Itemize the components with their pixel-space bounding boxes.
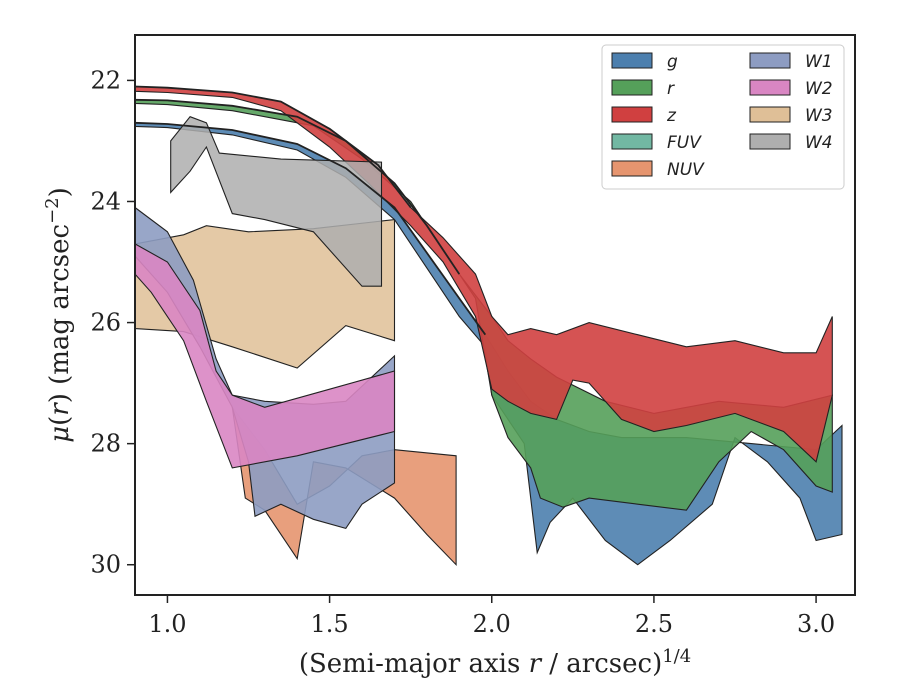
x-tick-label: 1.5 [311,610,349,638]
legend-swatch-r [611,79,653,96]
plot-frame [134,34,856,596]
legend-label-w4: W4 [805,133,833,153]
profile-line-z [135,85,412,209]
legend-label-nuv: NUV [667,160,705,180]
x-tick-label: 2.5 [635,610,673,638]
profile-line-r [135,98,461,275]
y-tick-label: 28 [90,430,121,458]
legend-swatch-nuv [611,160,653,177]
legend-swatch-w3 [749,106,791,123]
legend-swatch-w4 [749,133,791,150]
legend-swatch-fuv [611,133,653,150]
band-w2 [135,243,396,469]
legend-label-r: r [667,79,675,99]
band-w4 [170,116,383,287]
y-tick-label: 24 [90,187,121,215]
x-tick-label: 1.0 [148,610,186,638]
x-tick-label: 2.0 [473,610,511,638]
band-layer [135,85,843,567]
legend-label-w3: W3 [805,106,833,126]
legend-swatch-z [611,106,653,123]
x-axis-label: (Semi-major axis r / arcsec)1/4 [299,646,691,679]
x-tick-label: 3.0 [797,610,835,638]
legend-label-w2: W2 [805,79,833,99]
y-tick-label: 22 [90,66,121,94]
y-axis-ticks: 22 24 26 28 30 [90,66,135,579]
legend-label-g: g [667,52,678,72]
legend: grz FUV NUV W1 W2 W3 W4 [601,44,845,190]
legend-swatch-g [611,52,653,69]
legend-label-fuv: FUV [667,133,702,153]
band-z [135,85,833,463]
legend-swatch-w2 [749,79,791,96]
profile-line-g [135,121,487,336]
legend-label-w1: W1 [805,52,833,72]
y-axis-label: μ(r) (mag arcsec−2) [42,187,75,443]
legend-label-z: z [666,106,677,126]
y-tick-label: 26 [90,309,121,337]
legend-swatch-w1 [749,52,791,69]
profile-line-layer [135,85,487,336]
y-tick-label: 30 [90,551,121,579]
x-axis-ticks: 1.0 1.5 2.0 2.5 3.0 [148,595,835,638]
